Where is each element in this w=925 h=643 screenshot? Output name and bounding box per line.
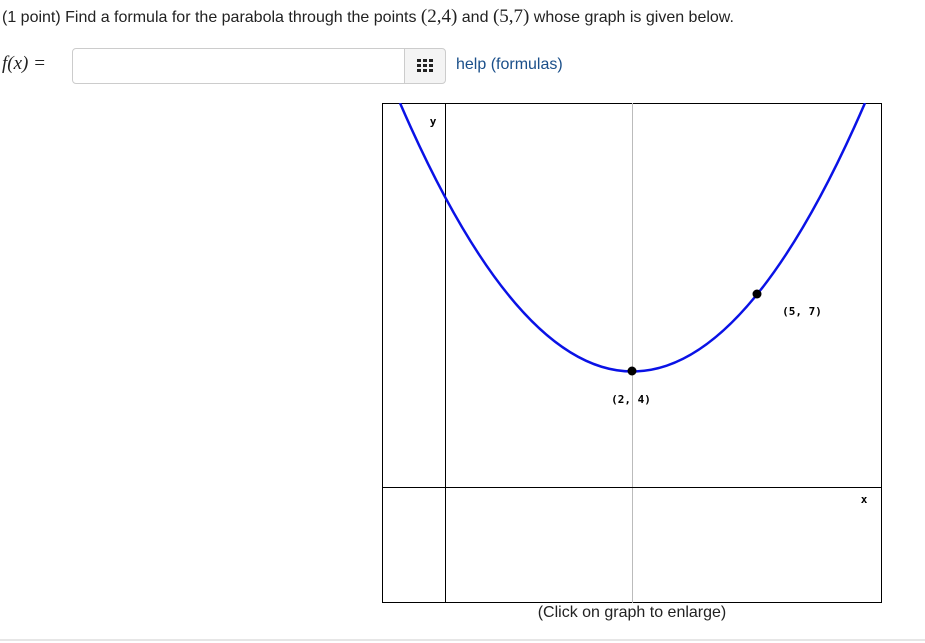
graph-caption: (Click on graph to enlarge): [537, 604, 727, 621]
graph[interactable]: y x (2, 4) (5, 7): [382, 103, 882, 603]
point-label: (5, 7): [782, 305, 822, 318]
equation-editor-button[interactable]: [404, 48, 446, 84]
problem-text: and: [461, 9, 489, 26]
y-axis-label: y: [430, 115, 437, 128]
divider: [0, 639, 925, 641]
answer-input[interactable]: [72, 48, 405, 84]
grid-icon: [417, 59, 433, 72]
problem-statement: (1 point) Find a formula for the parabol…: [2, 6, 734, 28]
help-link[interactable]: help (formulas): [456, 56, 563, 73]
problem-text: (1 point) Find a formula for the parabol…: [2, 9, 417, 26]
problem-text: whose graph is given below.: [533, 9, 734, 26]
point-marker: [752, 289, 762, 299]
x-axis-label: x: [861, 493, 868, 506]
math-point: (2,4): [420, 6, 458, 27]
math-point: (5,7): [492, 6, 530, 27]
point-marker: [627, 366, 637, 376]
point-label: (2, 4): [611, 393, 651, 406]
answer-label: f(x) =: [2, 53, 46, 74]
